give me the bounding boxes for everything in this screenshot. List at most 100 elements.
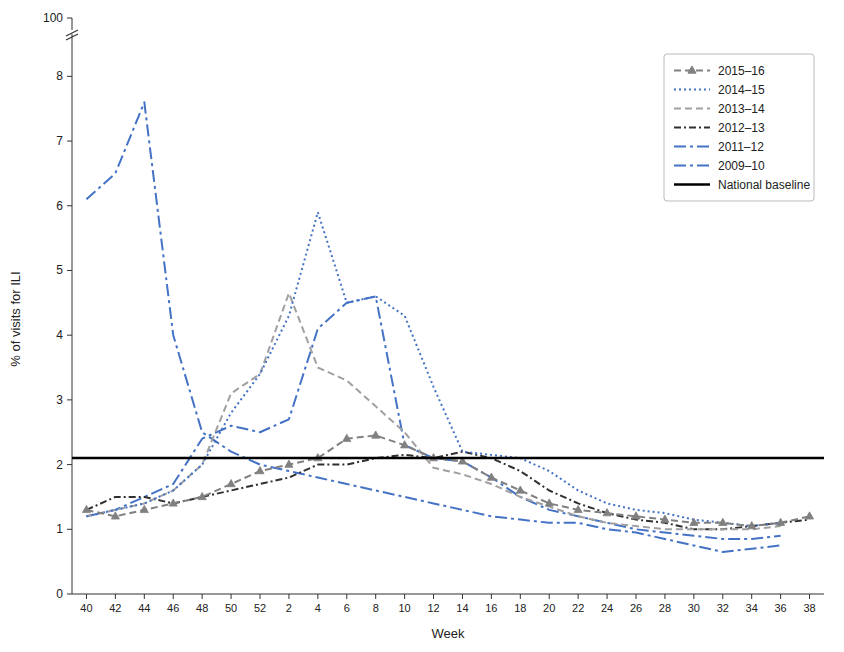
y-tick-label: 7 [56,134,63,148]
x-tick [202,594,203,599]
baseline [72,457,824,460]
y-tick [67,270,72,271]
series-marker [372,431,380,438]
x-tick-label: 28 [659,602,671,614]
series-marker [719,518,727,525]
x-axis-line [72,594,824,595]
series-marker [227,480,235,487]
series-marker [632,512,640,519]
x-tick [404,594,405,599]
x-tick-label: 4 [315,602,321,614]
annotation: 100 [43,11,63,25]
y-tick [67,205,72,206]
y-tick-label: 6 [56,199,63,213]
x-tick-label: 24 [601,602,613,614]
y-tick-label: 5 [56,263,63,277]
x-tick-label: 44 [138,602,150,614]
x-tick [346,594,347,599]
y-tick [67,141,72,142]
x-tick-label: 8 [373,602,379,614]
series-marker [140,505,148,512]
x-tick-label: 36 [774,602,786,614]
series-marker [574,505,582,512]
x-tick-label: 46 [167,602,179,614]
x-tick [664,594,665,599]
x-tick [722,594,723,599]
legend-swatch [674,165,710,167]
x-tick [433,594,434,599]
x-tick-label: 14 [456,602,468,614]
x-tick-label: 2 [286,602,292,614]
x-tick [317,594,318,599]
x-tick [462,594,463,599]
legend-swatch [674,183,710,186]
x-tick [636,594,637,599]
x-tick-label: 12 [427,602,439,614]
series-marker [748,522,756,529]
x-axis-label: Week [432,626,465,641]
y-axis-label: % of visits for ILI [8,271,23,366]
x-tick [607,594,608,599]
break-tick [67,18,72,19]
legend-label: 2013–14 [718,102,765,116]
legend-label: 2011–12 [718,140,764,154]
y-tick [67,529,72,530]
series-line [86,296,780,539]
x-tick-label: 40 [80,602,92,614]
y-tick [67,335,72,336]
legend-label: 2015–16 [718,64,765,78]
y-tick [67,76,72,77]
series-marker [805,512,813,519]
legend-swatch [674,146,710,148]
x-tick [549,594,550,599]
x-tick [115,594,116,599]
x-tick [520,594,521,599]
legend-label: 2009–10 [718,159,765,173]
y-tick-label: 4 [56,328,63,342]
x-tick [288,594,289,599]
x-tick [578,594,579,599]
x-tick-label: 50 [225,602,237,614]
y-tick [67,594,72,595]
x-tick-label: 10 [398,602,410,614]
x-tick-label: 34 [746,602,758,614]
x-tick [260,594,261,599]
x-tick [491,594,492,599]
series-marker [603,509,611,516]
x-tick-label: 18 [514,602,526,614]
series-line [86,435,809,526]
series-marker [690,518,698,525]
x-tick-label: 52 [254,602,266,614]
series-line [86,452,809,530]
series-marker [777,518,785,525]
series-marker [82,505,90,512]
axis-break: 100 [43,11,78,44]
x-tick [86,594,87,599]
series-marker [198,492,206,499]
series-marker [401,441,409,448]
series-marker [545,499,553,506]
x-tick-label: 6 [344,602,350,614]
legend: 2015–162014–152013–142012–132011–122009–… [664,54,814,201]
series-marker [169,499,177,506]
y-tick-label: 8 [56,69,63,83]
series-marker [487,473,495,480]
legend-marker [688,66,696,73]
y-tick-label: 2 [56,458,63,472]
y-tick [67,399,72,400]
x-tick [173,594,174,599]
series-line [86,212,780,526]
x-tick [375,594,376,599]
x-tick [751,594,752,599]
legend-label: 2014–15 [718,83,765,97]
series-marker [343,434,351,441]
x-tick-label: 22 [572,602,584,614]
legend-swatch [674,127,710,129]
x-tick-label: 20 [543,602,555,614]
x-tick [693,594,694,599]
x-tick-label: 16 [485,602,497,614]
y-tick-label: 1 [56,522,63,536]
break-mark [66,34,78,40]
x-tick-label: 32 [717,602,729,614]
x-tick [231,594,232,599]
